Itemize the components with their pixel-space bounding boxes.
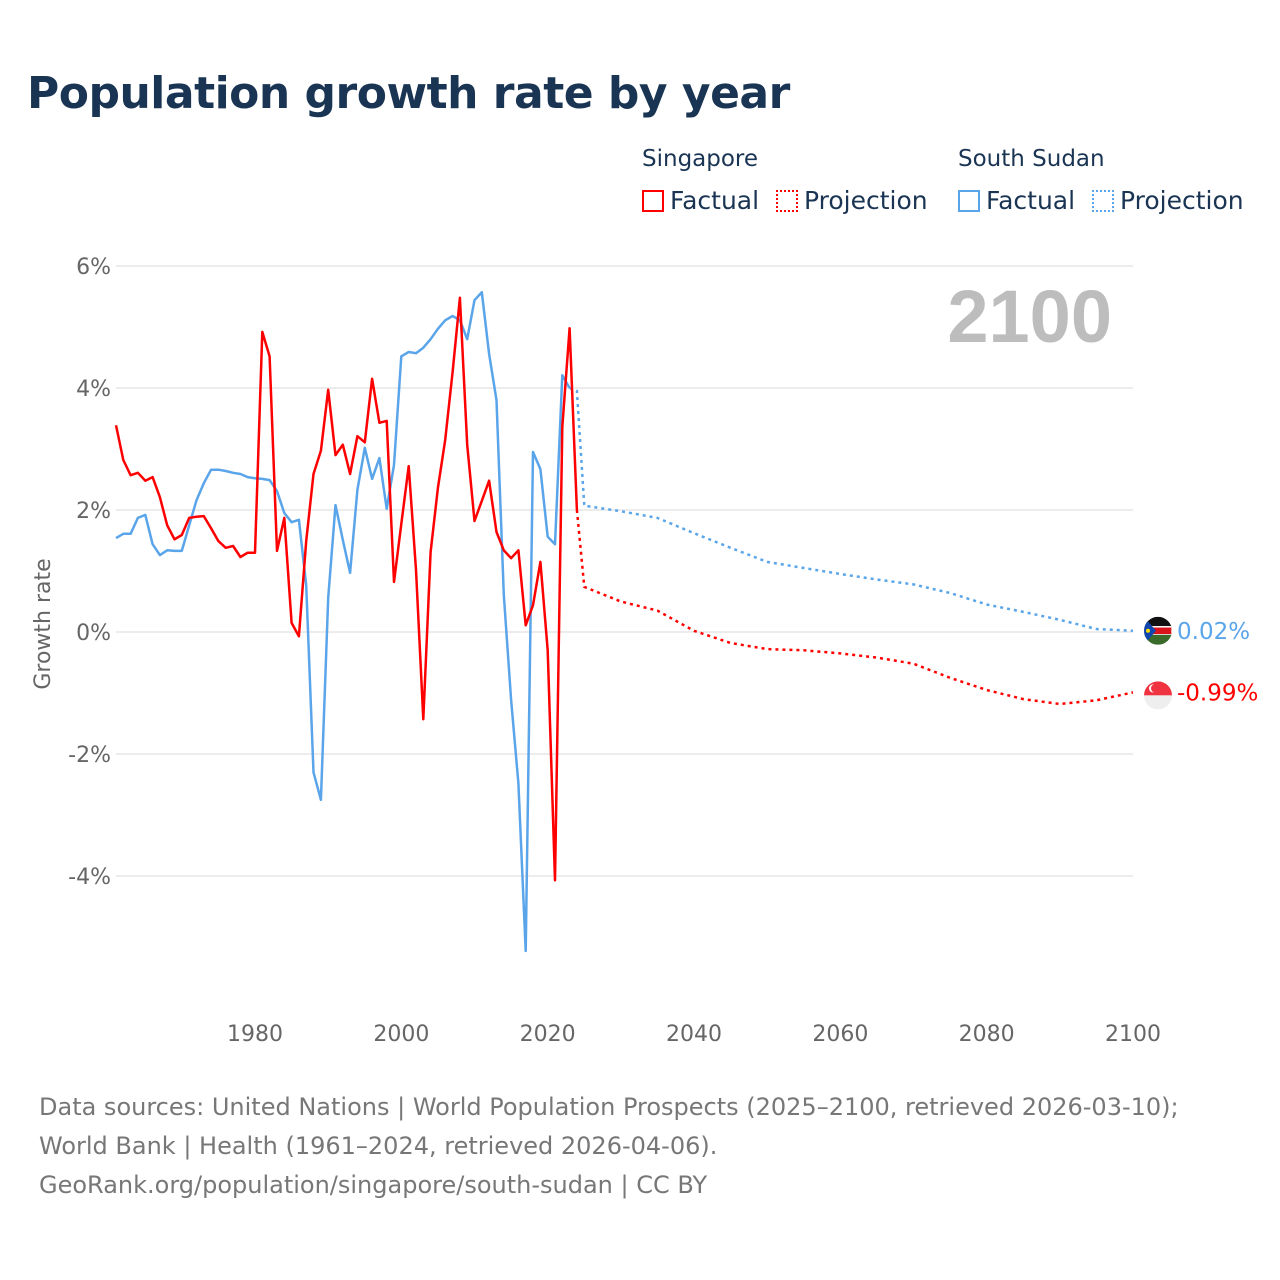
south-sudan-projection-line xyxy=(569,386,1134,633)
singapore-projection-line xyxy=(575,509,1134,706)
singapore-factual-line xyxy=(114,296,579,882)
y-axis-label: Growth rate xyxy=(31,558,56,689)
x-tick-label: 2040 xyxy=(666,1022,722,1047)
flag-stripe xyxy=(1144,616,1172,627)
x-tick-label: 2060 xyxy=(812,1022,868,1047)
year-display: 2100 xyxy=(947,275,1112,358)
south-sudan-flag-icon xyxy=(1144,616,1172,645)
legend-label: Projection xyxy=(804,186,928,215)
chart-title: Population growth rate by year xyxy=(27,68,790,119)
y-tick-label: 0% xyxy=(76,621,111,646)
footer: Data sources: United Nations | World Pop… xyxy=(39,1088,1239,1205)
flag-stripe xyxy=(1144,695,1172,710)
flag-crescent xyxy=(1151,684,1159,693)
y-tick-label: -2% xyxy=(68,743,111,768)
x-tick-label: 2100 xyxy=(1105,1022,1161,1047)
x-tick-label: 2020 xyxy=(520,1022,576,1047)
source-link[interactable]: GeoRank.org/population/singapore/south-s… xyxy=(39,1171,708,1199)
y-tick-label: 6% xyxy=(76,255,111,280)
legend-singapore-factual[interactable]: Factual xyxy=(642,186,759,215)
legend-south-sudan-projection[interactable]: Projection xyxy=(1092,186,1244,215)
legend-group-south-sudan: South Sudan xyxy=(958,146,1105,172)
legend-label: Projection xyxy=(1120,186,1244,215)
legend-swatch-dotted xyxy=(1092,190,1114,212)
legend-swatch-dotted xyxy=(776,190,798,212)
legend-swatch-solid xyxy=(958,190,980,212)
legend-label: Factual xyxy=(986,186,1076,215)
singapore-end-label: -0.99% xyxy=(1177,680,1258,706)
legend-singapore-projection[interactable]: Projection xyxy=(776,186,928,215)
y-tick-label: 4% xyxy=(76,377,111,402)
x-tick-label: 1980 xyxy=(227,1022,283,1047)
legend-swatch-solid xyxy=(642,190,664,212)
data-sources: Data sources: United Nations | World Pop… xyxy=(39,1093,1179,1160)
y-tick-label: -4% xyxy=(68,865,111,890)
singapore-flag-icon xyxy=(1144,681,1172,710)
y-tick-label: 2% xyxy=(76,499,111,524)
x-tick-label: 2080 xyxy=(959,1022,1015,1047)
legend-group-singapore: Singapore xyxy=(642,146,759,172)
legend-south-sudan-factual[interactable]: Factual xyxy=(958,186,1075,215)
x-tick-label: 2000 xyxy=(373,1022,429,1047)
south-sudan-factual-line xyxy=(115,290,571,953)
flag-star xyxy=(1146,628,1150,633)
flag-stripe xyxy=(1144,634,1172,645)
legend-label: Factual xyxy=(670,186,760,215)
south-sudan-end-label: 0.02% xyxy=(1177,619,1250,645)
